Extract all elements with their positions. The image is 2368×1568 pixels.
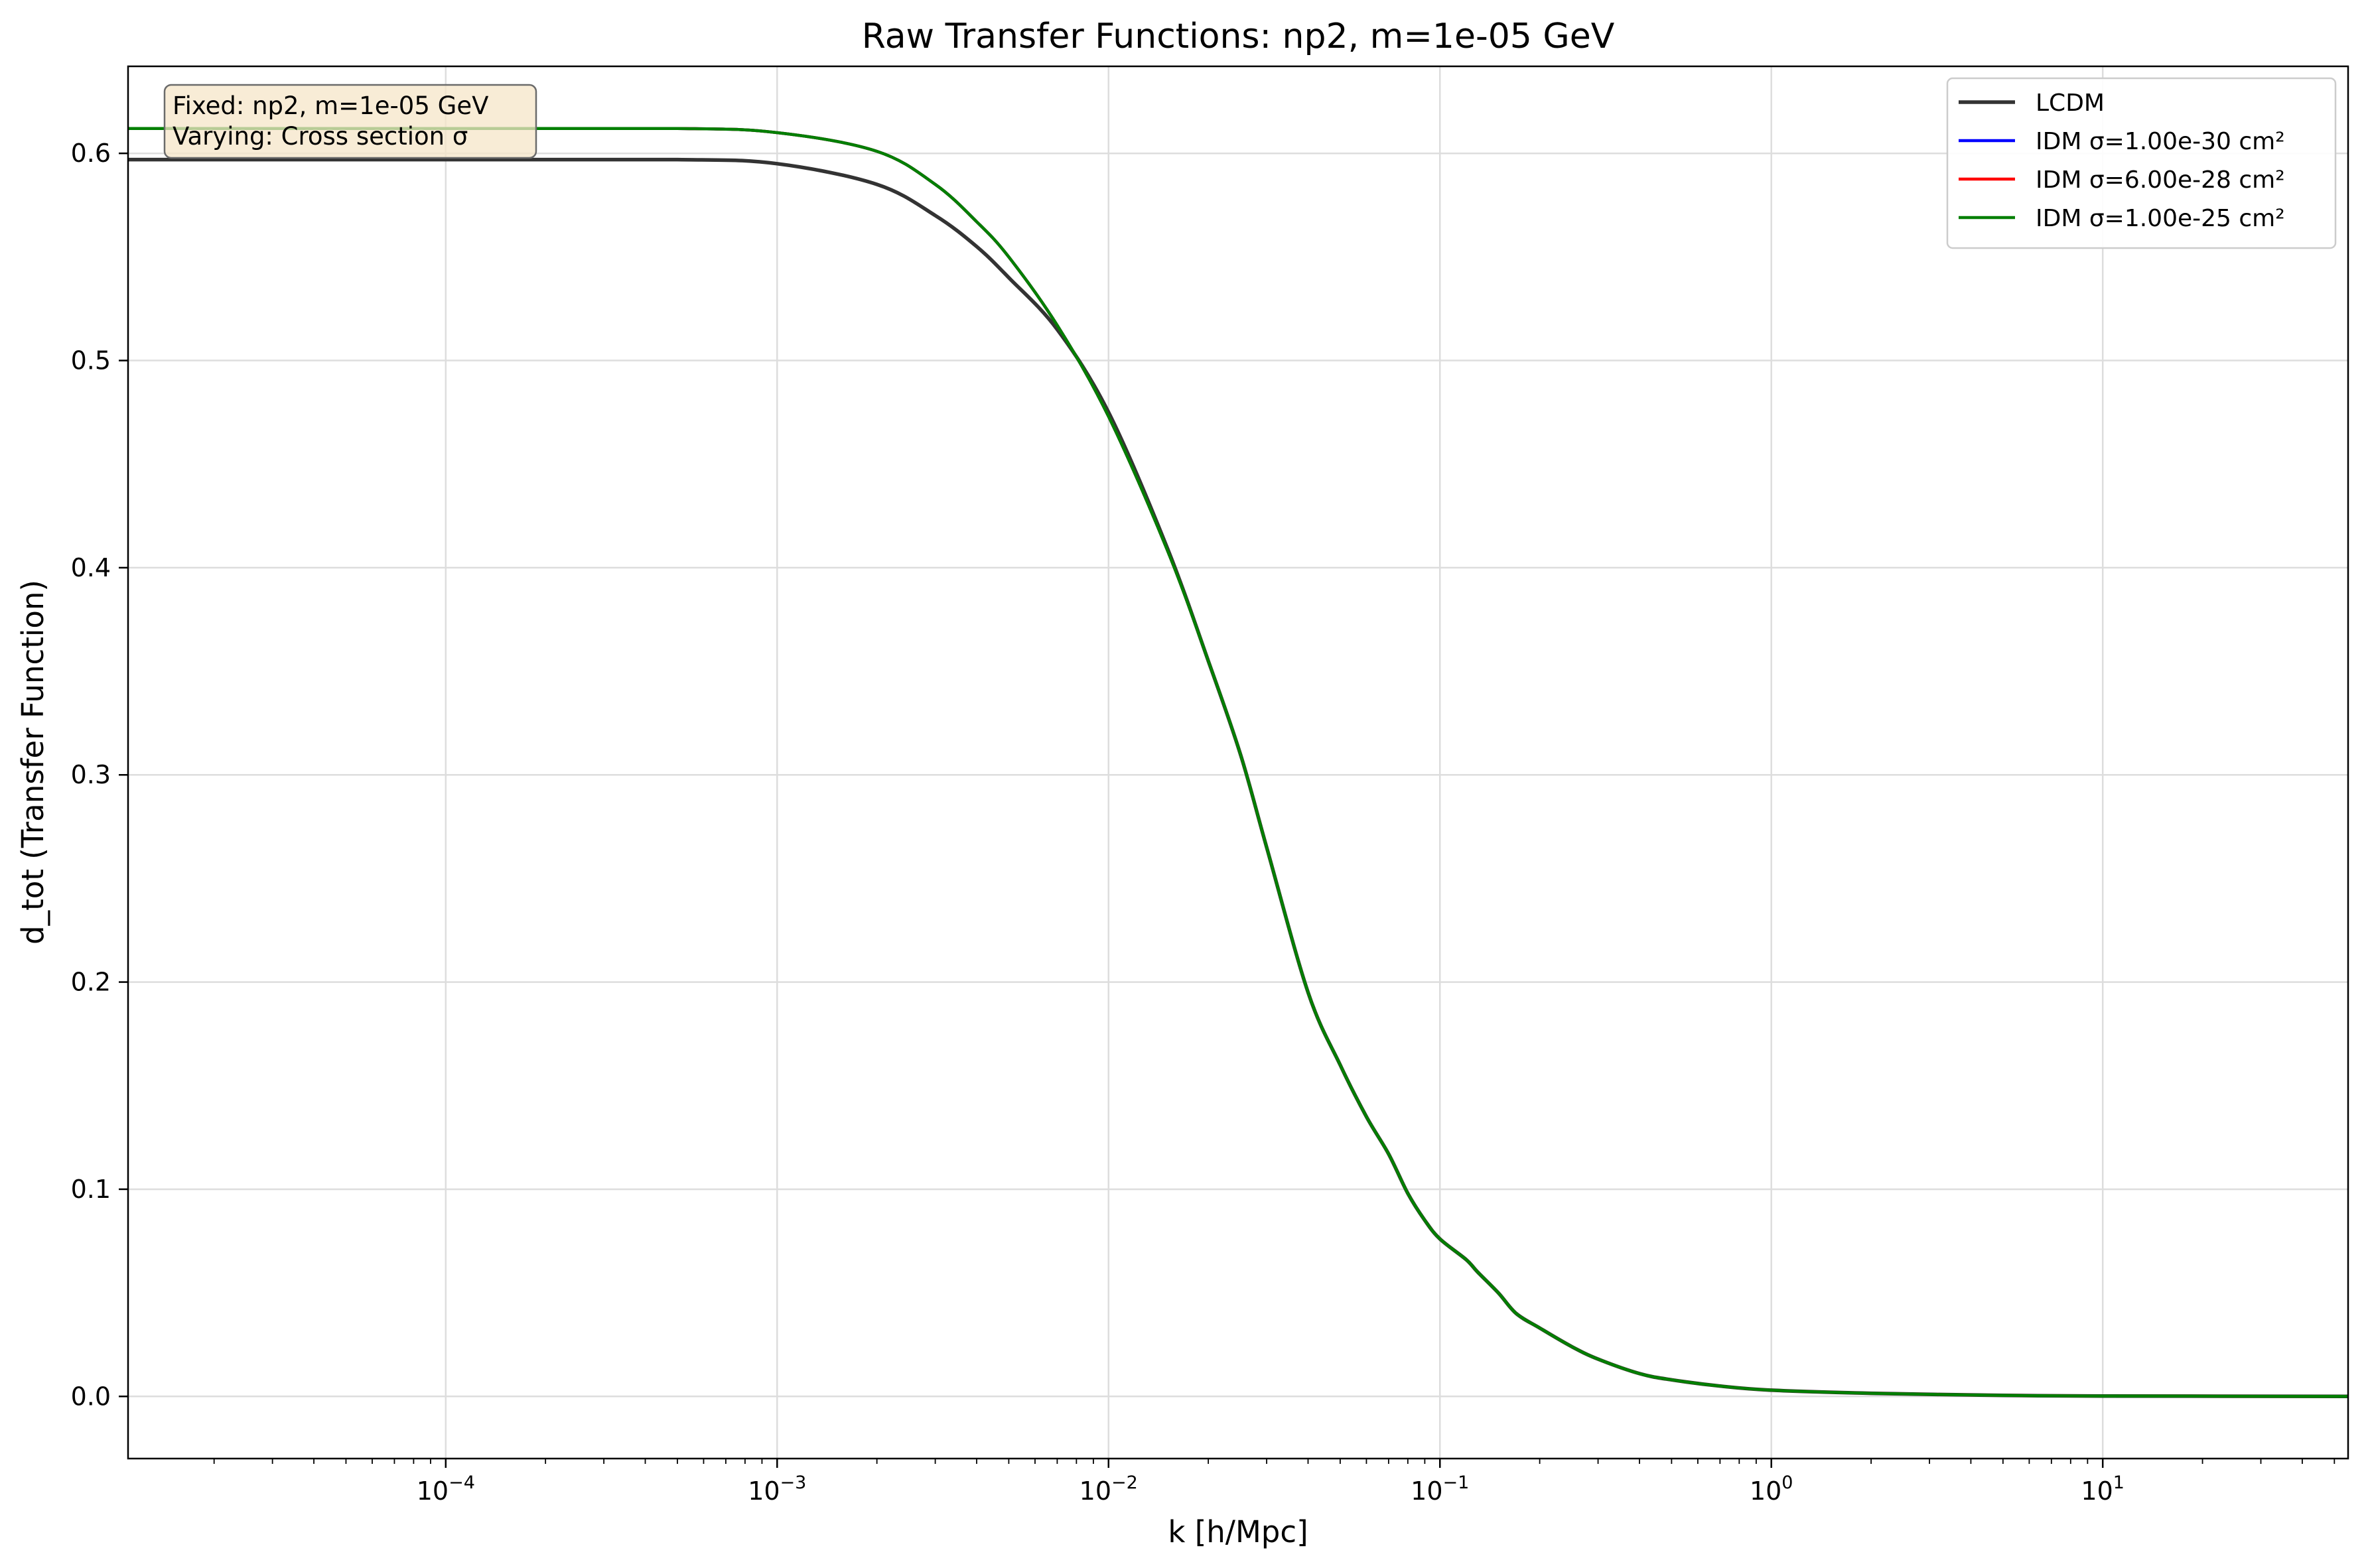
- chart-title: Raw Transfer Functions: np2, m=1e-05 GeV: [862, 17, 1615, 56]
- x-tick-label: 10−4: [417, 1472, 475, 1506]
- minor-ticks: [213, 1459, 2335, 1464]
- legend-label-3: IDM σ=1.00e-25 cm²: [2036, 205, 2285, 232]
- series-lines: [128, 127, 2348, 1399]
- annotation-line-1: Fixed: np2, m=1e-05 GeV: [173, 92, 488, 120]
- y-axis-label: d_tot (Transfer Function): [15, 580, 50, 945]
- x-axis-label: k [h/Mpc]: [1168, 1514, 1308, 1549]
- x-tick-label: 100: [1750, 1472, 1793, 1506]
- series-line-3: [128, 127, 2348, 1398]
- y-tick-label: 0.4: [71, 553, 111, 582]
- grid-lines: [128, 66, 2348, 1459]
- legend-label-2: IDM σ=6.00e-28 cm²: [2036, 166, 2285, 194]
- y-tick-label: 0.3: [71, 760, 111, 789]
- x-tick-label: 101: [2081, 1472, 2124, 1506]
- y-axis-ticks: 0.0 0.1 0.2 0.3 0.4 0.5 0.6: [71, 139, 128, 1411]
- legend-frame: [1946, 77, 2337, 249]
- annotation-line-2: Varying: Cross section σ: [173, 122, 468, 151]
- legend-label-1: IDM σ=1.00e-30 cm²: [2036, 128, 2285, 155]
- x-tick-label: 10−3: [748, 1472, 806, 1506]
- annotation-background: [163, 84, 537, 159]
- annotation-box: Fixed: np2, m=1e-05 GeV Varying: Cross s…: [163, 84, 537, 159]
- legend: LCDM IDM σ=1.00e-30 cm² IDM σ=6.00e-28 cm²…: [1946, 77, 2337, 249]
- x-tick-label: 10−2: [1080, 1472, 1138, 1506]
- y-tick-label: 0.6: [71, 139, 111, 168]
- x-axis-ticks: 10−4 10−3 10−2 10−1 100 101: [417, 1459, 2124, 1506]
- y-tick-label: 0.1: [71, 1175, 111, 1204]
- y-tick-label: 0.5: [71, 346, 111, 375]
- plot-frame: [127, 65, 2349, 1460]
- legend-label-0: LCDM: [2036, 90, 2105, 117]
- x-tick-label: 10−1: [1411, 1472, 1469, 1506]
- y-tick-label: 0.2: [71, 968, 111, 997]
- y-tick-label: 0.0: [71, 1382, 111, 1411]
